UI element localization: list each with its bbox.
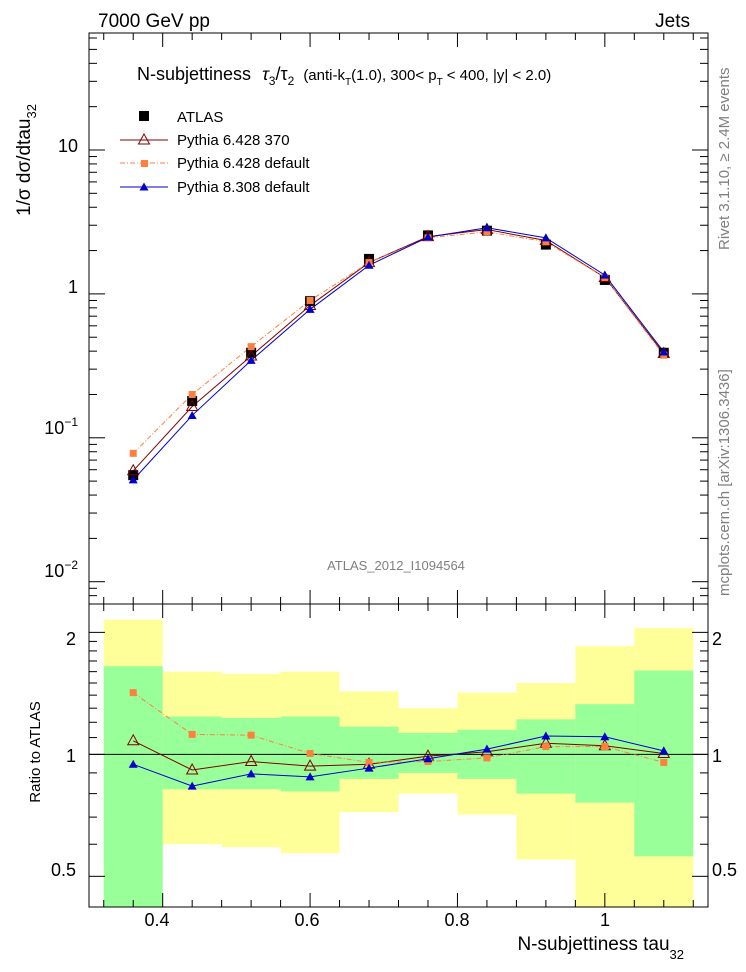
main-point-p8-default-8 (600, 270, 610, 279)
ratio-point-p6-default-2 (247, 731, 255, 739)
main-point-p8-default-4 (364, 260, 374, 269)
plot-title: N-subjettiness τ3/τ2 (anti-kT(1.0), 300<… (137, 64, 551, 89)
ratio-band-stat-0 (103, 666, 163, 907)
main-point-atlas-2 (246, 347, 257, 358)
ratio-line-p6-370 (132, 740, 664, 771)
ratio-line-p6-default (132, 692, 664, 763)
main-point-p8-default-9 (659, 347, 669, 356)
ratio-point-p8-default-2 (246, 769, 256, 778)
main-point-p8-default-5 (423, 232, 433, 241)
main-point-p6-370-0 (126, 463, 140, 476)
ratio-tick-label-0.5-right: 0.5 (712, 860, 737, 880)
ratio-point-p6-default-0 (129, 689, 137, 697)
main-point-p6-default-1 (188, 390, 196, 398)
ratio-point-p6-370-1 (185, 762, 199, 775)
ratio-tick-label-0.5-left: 0.5 (51, 860, 76, 880)
side-text-top: Rivet 3.1.10, ≥ 2.4M events (716, 68, 733, 251)
ratio-point-p8-default-4 (364, 763, 374, 772)
ratio-point-p8-default-8 (600, 732, 610, 741)
ratio-point-p6-370-0 (126, 733, 140, 746)
legend-marker-p8-default (139, 182, 149, 191)
legend: ATLAS Pythia 6.428 370 Pythia 6.428 defa… (120, 109, 310, 196)
ratio-band-stat-5 (398, 732, 458, 773)
ratio-point-p6-370-3 (303, 759, 317, 771)
x-tick-label-0.8: 0.8 (444, 910, 469, 930)
ratio-point-p8-default-7 (541, 731, 551, 740)
ratio-line-p8-default (133, 735, 664, 787)
main-point-p8-default-0 (128, 475, 138, 484)
y-tick-label-1: 1 (68, 277, 78, 297)
legend-label-atlas: ATLAS (177, 109, 223, 126)
ratio-tick-label-1-left: 1 (66, 746, 76, 766)
x-tick-label-0.6: 0.6 (294, 910, 319, 930)
main-point-p6-default-6 (483, 228, 491, 236)
main-point-p8-default-3 (305, 304, 315, 313)
ratio-tick-labels: 2 1 0.5 2 1 0.5 (51, 629, 737, 880)
ratio-tick-label-2-right: 2 (712, 629, 722, 649)
main-point-p6-default-7 (542, 238, 550, 246)
ratio-point-p6-default-1 (188, 730, 196, 738)
ratio-tick-label-1-right: 1 (712, 746, 722, 766)
legend-marker-p6-default (141, 160, 148, 167)
main-point-p6-default-2 (247, 343, 255, 351)
header-left: 7000 GeV pp (98, 11, 210, 32)
main-y-tick-labels: 10−2 10−1 1 10 (44, 136, 78, 581)
main-line-p8-default (132, 227, 665, 481)
main-line-p6-370 (132, 229, 665, 472)
axis-ticks (89, 33, 708, 907)
main-point-p6-default-3 (306, 296, 314, 304)
ratio-point-p6-370-2 (244, 754, 258, 767)
ratio-point-p6-default-4 (365, 758, 373, 766)
ratio-point-p8-default-3 (305, 772, 315, 781)
main-series (126, 222, 671, 484)
y-axis-label-main: 1/σ dσ/dtau32 (14, 104, 39, 216)
x-tick-labels: 0.4 0.6 0.8 1 (144, 910, 610, 930)
ratio-point-p6-default-3 (306, 749, 314, 757)
legend-label-p8-default: Pythia 8.308 default (177, 179, 310, 196)
y-tick-label-10: 10 (58, 136, 78, 156)
y-tick-label-0.1: 10−1 (44, 415, 78, 438)
ratio-point-p8-default-1 (187, 781, 197, 790)
ratio-tick-label-2-left: 2 (66, 629, 76, 649)
main-point-p8-default-7 (541, 233, 551, 242)
x-axis-label: N-subjettiness tau32 (517, 934, 684, 962)
x-tick-label-0.4: 0.4 (144, 910, 169, 930)
main-point-atlas-4 (364, 253, 375, 264)
y-axis-label-ratio: Ratio to ATLAS (27, 701, 44, 802)
main-point-p6-default-0 (129, 449, 137, 457)
legend-label-p6-370: Pythia 6.428 370 (177, 132, 290, 149)
ratio-series (126, 689, 671, 790)
ratio-band-stat-2 (221, 717, 281, 790)
ratio-band-stat-8 (575, 704, 635, 803)
ratio-point-p6-default-6 (483, 754, 491, 762)
main-point-p6-370-1 (185, 399, 199, 412)
header-right: Jets (655, 11, 690, 32)
y-tick-label-0.01: 10−2 (44, 558, 78, 581)
legend-label-p6-default: Pythia 6.428 default (177, 155, 310, 172)
analysis-label: ATLAS_2012_I1094564 (327, 558, 465, 573)
main-point-p8-default-2 (246, 355, 256, 364)
ratio-point-p6-default-7 (542, 743, 550, 751)
ratio-point-p6-default-9 (660, 758, 668, 766)
main-point-p8-default-6 (482, 223, 492, 232)
ratio-point-p8-default-6 (482, 744, 492, 753)
main-line-p6-default (132, 231, 665, 454)
legend-marker-p6-370 (137, 132, 151, 145)
ratio-point-p8-default-9 (659, 746, 669, 755)
ratio-point-p8-default-5 (423, 754, 433, 763)
ratio-point-p8-default-0 (128, 759, 138, 768)
legend-marker-atlas (139, 111, 149, 121)
x-tick-label-1: 1 (600, 910, 610, 930)
ratio-band-stat-7 (516, 719, 576, 794)
main-point-p8-default-1 (187, 410, 197, 419)
side-text-bottom: mcplots.cern.ch [arXiv:1306.3436] (716, 369, 733, 596)
ratio-band-stat-1 (162, 716, 222, 790)
ratio-point-p6-default-8 (601, 743, 609, 751)
